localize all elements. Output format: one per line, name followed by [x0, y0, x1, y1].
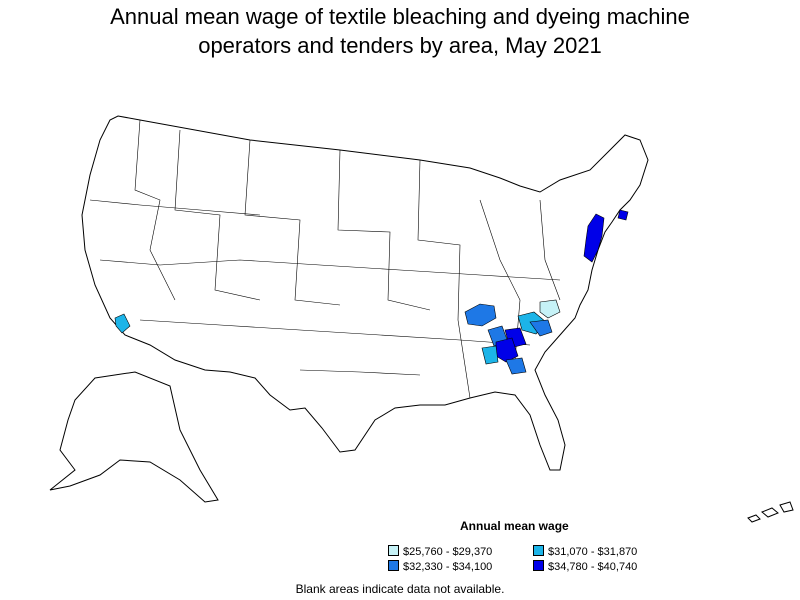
legend-swatch-1	[388, 545, 399, 556]
alaska-outline	[49, 371, 219, 503]
area-nc-central	[529, 319, 553, 337]
area-los-angeles	[114, 313, 131, 334]
legend-label-2: $31,070 - $31,870	[548, 546, 638, 558]
area-massachusetts	[617, 209, 629, 221]
legend-item-2: $31,070 - $31,870	[533, 545, 637, 558]
area-northeast-corridor	[583, 213, 605, 263]
legend-item-3: $32,330 - $34,100	[388, 560, 492, 573]
contiguous-us-outline	[81, 115, 649, 471]
legend-swatch-4	[533, 560, 544, 571]
hawaii-islands	[747, 501, 794, 523]
title-line-1: Annual mean wage of textile bleaching an…	[110, 4, 690, 29]
data-availability-note: Blank areas indicate data not available.	[295, 582, 505, 596]
legend-label-1: $25,760 - $29,370	[403, 546, 493, 558]
legend-title: Annual mean wage	[460, 519, 569, 533]
internal-boundaries	[89, 119, 561, 399]
wage-areas	[114, 209, 629, 375]
area-tennessee	[464, 303, 497, 327]
area-georgia-south	[505, 357, 527, 375]
legend-label-4: $34,780 - $40,740	[548, 561, 638, 573]
legend-swatch-3	[388, 560, 399, 571]
area-virginia-nc	[539, 299, 561, 319]
legend-swatch-2	[533, 545, 544, 556]
area-alabama	[481, 345, 499, 365]
title-line-2: operators and tenders by area, May 2021	[198, 33, 602, 58]
map-title: Annual mean wage of textile bleaching an…	[0, 2, 800, 60]
legend-label-3: $32,330 - $34,100	[403, 561, 493, 573]
legend-item-4: $34,780 - $40,740	[533, 560, 637, 573]
legend-item-1: $25,760 - $29,370	[388, 545, 492, 558]
